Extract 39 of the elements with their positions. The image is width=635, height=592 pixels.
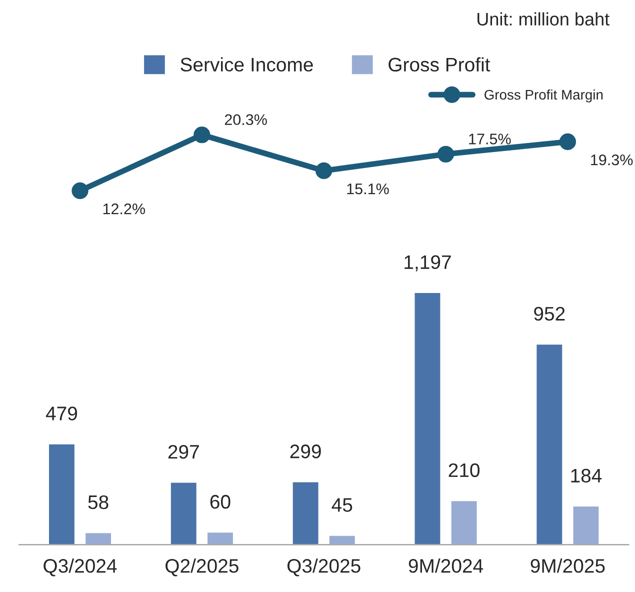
bar: [206, 531, 234, 545]
legend-label: Service Income: [180, 57, 313, 72]
x-tick-label: 9M/2025: [530, 558, 605, 573]
bar: [291, 480, 320, 545]
point: [194, 126, 210, 144]
data-label: 60: [210, 494, 230, 509]
bar: [328, 534, 356, 545]
data-label: 297: [168, 444, 199, 459]
bar: [535, 343, 564, 545]
data-label: 1,197: [404, 255, 451, 272]
bar: [450, 500, 478, 545]
bar: [413, 292, 442, 545]
data-label: 184: [571, 468, 602, 483]
data-label: 952: [534, 306, 565, 321]
bar: [170, 481, 198, 545]
point: [437, 146, 454, 163]
data-label: 15.1%: [347, 184, 389, 194]
point: [72, 182, 88, 200]
data-label: 12.2%: [103, 203, 146, 214]
bar: [84, 532, 112, 545]
legend-label: Gross Profit: [388, 57, 490, 72]
bar: [48, 442, 76, 545]
point: [316, 162, 332, 180]
text: Unit: million baht: [478, 12, 610, 26]
data-label: 479: [46, 406, 78, 420]
data-label: 45: [332, 498, 352, 512]
data-label: 58: [88, 495, 108, 510]
legend-label: Gross Profit Margin: [484, 89, 603, 102]
point: [559, 133, 576, 150]
data-label: 299: [290, 444, 321, 458]
data-label: 210: [448, 463, 480, 478]
x-tick-label: Q3/2024: [44, 558, 117, 576]
data-label: 17.5%: [469, 134, 511, 144]
x-tick-label: Q2/2025: [166, 558, 238, 576]
data-label: 20.3%: [224, 114, 267, 126]
x-tick-label: Q3/2025: [287, 558, 360, 576]
bar: [572, 505, 600, 545]
x-tick-label: 9M/2024: [408, 558, 484, 573]
data-label: 19.3%: [591, 154, 633, 166]
